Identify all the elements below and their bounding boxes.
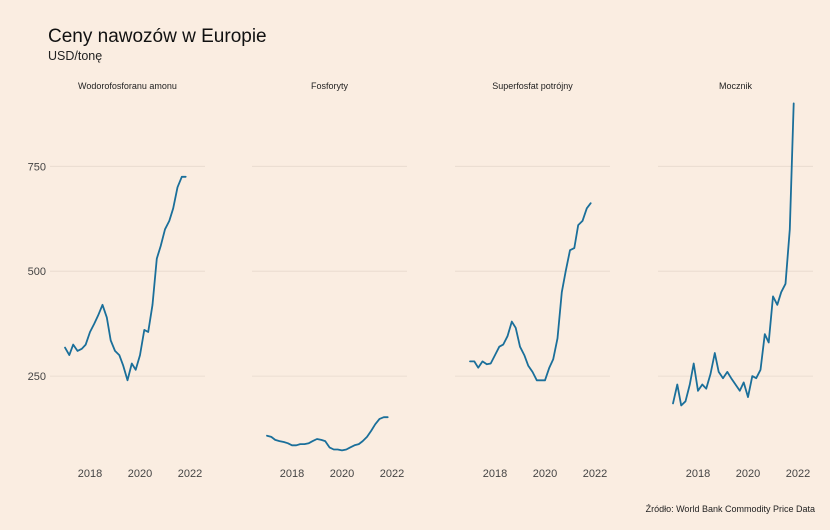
series-line <box>266 416 389 452</box>
series-line <box>672 102 795 407</box>
panel-label: Fosforyty <box>311 81 349 91</box>
panel-label: Superfosfat potrójny <box>492 81 573 91</box>
x-tick-label: 2022 <box>583 468 607 480</box>
panel-label: Mocznik <box>719 81 753 91</box>
x-tick-label: 2020 <box>533 468 557 480</box>
x-tick-label: 2018 <box>280 468 304 480</box>
series-line <box>469 202 592 382</box>
chart-title: Ceny nawozów w Europie <box>48 26 267 47</box>
x-tick-label: 2018 <box>483 468 507 480</box>
series-line <box>64 175 187 382</box>
y-tick-label: 750 <box>28 161 46 173</box>
y-tick-label: 500 <box>28 266 46 278</box>
x-tick-label: 2022 <box>178 468 202 480</box>
x-tick-label: 2020 <box>128 468 152 480</box>
source-note: Źródło: World Bank Commodity Price Data <box>645 504 815 514</box>
x-tick-label: 2020 <box>330 468 354 480</box>
chart-subtitle: USD/tonę <box>48 49 103 63</box>
x-tick-label: 2022 <box>380 468 404 480</box>
x-tick-label: 2018 <box>78 468 102 480</box>
x-tick-label: 2020 <box>736 468 760 480</box>
x-tick-label: 2022 <box>786 468 810 480</box>
panel-label: Wodorofosforanu amonu <box>78 81 177 91</box>
x-tick-label: 2018 <box>686 468 710 480</box>
y-tick-label: 250 <box>28 371 46 383</box>
